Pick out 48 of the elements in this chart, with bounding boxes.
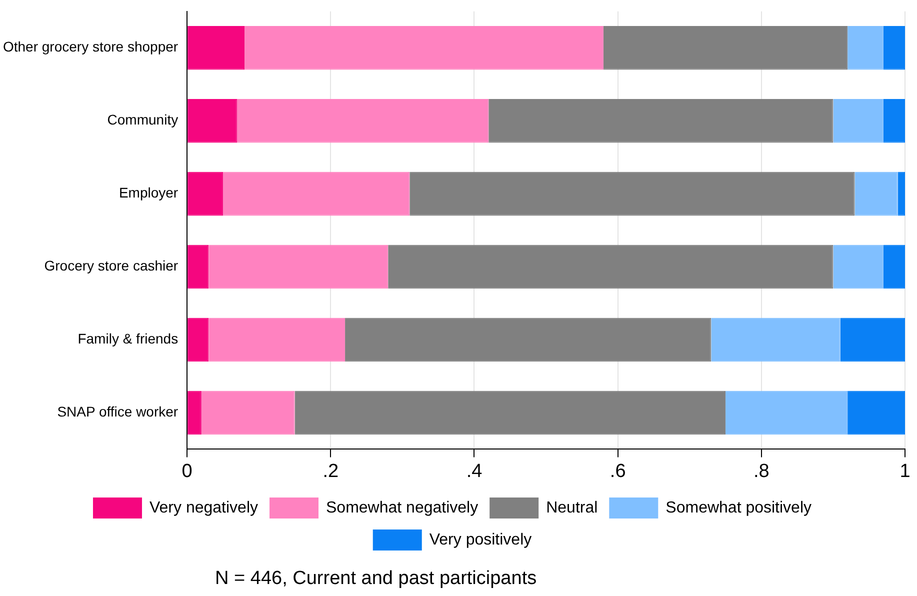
- bar: [388, 244, 834, 289]
- bar: [883, 26, 905, 70]
- y-tick-label: Employer: [118, 184, 178, 201]
- bar: [833, 98, 884, 143]
- bar: [726, 390, 848, 435]
- bar: [854, 172, 898, 216]
- bar: [188, 26, 245, 70]
- bar: [294, 390, 726, 435]
- x-tick-label: 0: [182, 460, 192, 482]
- bar: [208, 244, 388, 289]
- y-tick-label: Grocery store cashier: [44, 258, 178, 274]
- legend-label: Very positively: [429, 531, 532, 548]
- bar: [711, 318, 840, 362]
- x-tick-label: .2: [322, 460, 339, 482]
- y-tick-label: Family & friends: [78, 330, 178, 347]
- y-tick-label: Community: [107, 112, 178, 128]
- bar: [188, 98, 238, 143]
- y-tick-label: SNAP office worker: [57, 404, 178, 420]
- bar: [188, 390, 202, 435]
- bar: [410, 172, 855, 216]
- bar: [883, 244, 905, 289]
- bar: [603, 26, 848, 70]
- bar: [833, 244, 884, 289]
- legend-label: Neutral: [546, 499, 598, 516]
- bar: [222, 172, 410, 216]
- bar: [848, 26, 884, 70]
- x-tick-label: .8: [753, 460, 770, 482]
- bar: [840, 318, 905, 362]
- x-tick-label: .4: [466, 460, 483, 482]
- bar: [244, 26, 604, 70]
- legend-label: Somewhat negatively: [326, 499, 478, 516]
- x-tick-label: 1: [900, 460, 910, 482]
- text: N = 446, Current and past participants: [215, 568, 537, 590]
- bar: [188, 318, 209, 362]
- bar: [898, 172, 905, 216]
- bar: [201, 390, 295, 435]
- y-tick-label: Other grocery store shopper: [2, 38, 178, 55]
- bar: [488, 98, 834, 143]
- legend-label: Somewhat positively: [666, 499, 812, 516]
- x-tick-label: .6: [610, 460, 626, 482]
- bar: [883, 98, 905, 143]
- bar: [208, 318, 346, 362]
- bar: [848, 390, 905, 435]
- bar: [237, 98, 489, 143]
- bar: [345, 318, 712, 362]
- bar: [188, 172, 223, 216]
- legend-label: Very negatively: [149, 499, 258, 516]
- bar: [188, 244, 209, 289]
